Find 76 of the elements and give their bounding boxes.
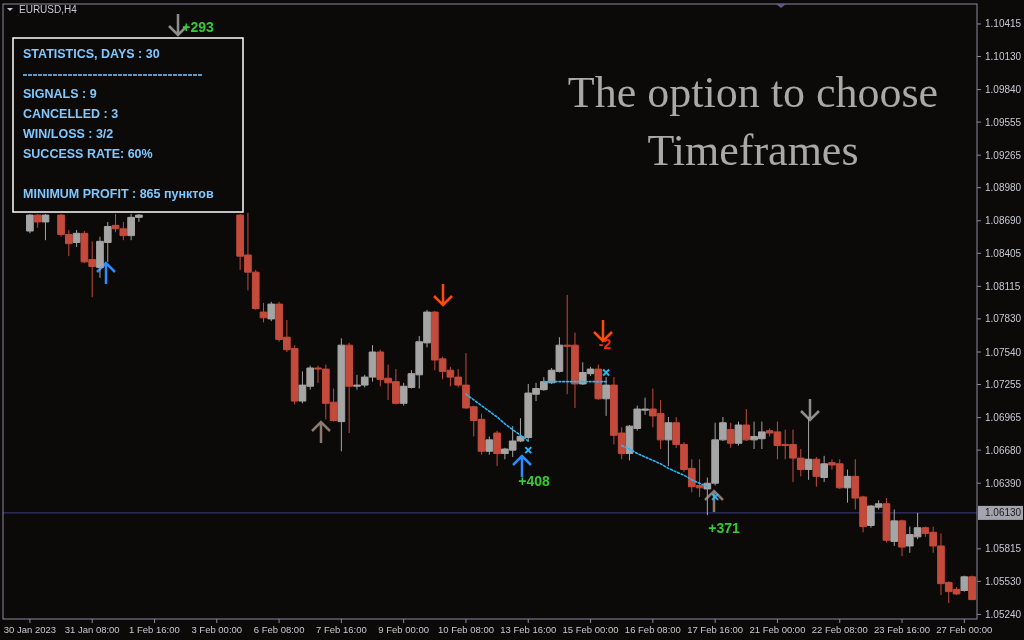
candlestick <box>259 302 268 323</box>
x-tick-label: 13 Feb 16:00 <box>500 624 557 635</box>
candlestick <box>267 301 276 322</box>
x-tick-label: 27 Feb 00:00 <box>936 624 993 635</box>
candlestick <box>960 575 969 593</box>
annotation: MINIMUM PROFIT : 865 пунктов <box>23 187 214 201</box>
candlestick <box>26 213 34 234</box>
candlestick <box>898 519 906 557</box>
y-tick-label: 1.08690 <box>985 215 1022 227</box>
x-tick-label: 31 Jan 08:00 <box>64 624 120 635</box>
candlestick <box>812 456 821 488</box>
candlestick <box>33 213 42 229</box>
candlestick <box>734 421 743 447</box>
x-tick-label: 7 Feb 16:00 <box>316 624 367 635</box>
point <box>711 492 720 501</box>
y-tick-label: 1.05815 <box>985 543 1022 555</box>
candlestick <box>742 408 751 442</box>
candlestick <box>843 469 852 504</box>
y-tick-label: 1.06965 <box>985 412 1022 424</box>
y-tick-label: 1.08115 <box>985 280 1021 292</box>
x-tick-label: 16 Feb 08:00 <box>624 624 681 635</box>
y-tick-label: 1.07830 <box>985 313 1022 325</box>
candlestick <box>804 416 813 481</box>
candlestick <box>890 508 899 547</box>
x-tick-label: 6 Feb 08:00 <box>253 624 305 635</box>
y-tick-label: 1.10130 <box>985 50 1022 62</box>
x-tick-label: 23 Feb 16:00 <box>874 624 931 635</box>
annotation: WIN/LOSS : 3/2 <box>23 127 114 141</box>
candlestick <box>664 416 673 467</box>
chart-title: EURUSD,H4 <box>19 4 78 15</box>
candlestick <box>493 430 501 467</box>
candlestick <box>72 229 81 248</box>
candlestick <box>882 497 891 544</box>
y-tick-label: 1.09840 <box>985 84 1022 96</box>
x-tick-label: 30 Jan 2023 <box>3 624 57 635</box>
x-tick-label: 10 Feb 08:00 <box>437 624 494 635</box>
annotation: -2 <box>598 336 612 352</box>
annotation: SUCCESS RATE: 60% <box>23 147 153 161</box>
point <box>602 368 611 377</box>
x-tick-label: 15 Feb 00:00 <box>562 624 619 635</box>
annotation: +293 <box>182 19 214 35</box>
x-tick-label: 22 Feb 08:00 <box>811 624 868 635</box>
annotation: SIGNALS : 9 <box>23 87 97 101</box>
y-tick-label: 1.08405 <box>985 247 1022 259</box>
y-tick-label: 1.07255 <box>985 379 1022 391</box>
y-tick-label: 1.06680 <box>985 444 1022 456</box>
x-tick-label: 21 Feb 00:00 <box>749 624 806 635</box>
y-tick-label: 1.09265 <box>985 149 1022 161</box>
annotation: The option to choose Timeframes <box>567 68 939 175</box>
candlestick <box>337 337 346 452</box>
candlestick <box>345 342 353 434</box>
y-tick-label: 1.10415 <box>985 18 1022 30</box>
candlestick <box>602 376 610 417</box>
candlestick <box>726 422 735 449</box>
y-tick-label: 1.09555 <box>985 116 1022 128</box>
line-series <box>620 444 709 488</box>
y-tick-label: 1.08980 <box>985 182 1022 194</box>
candlestick <box>820 455 828 483</box>
x-tick-label: 1 Feb 16:00 <box>129 624 180 635</box>
x-tick-label: 3 Feb 00:00 <box>191 624 243 635</box>
ref-line-label: 1.06130 <box>985 507 1022 519</box>
x-tick-label: 9 Feb 00:00 <box>378 624 430 635</box>
y-tick-label: 1.06390 <box>985 477 1022 489</box>
line-series <box>465 393 530 442</box>
annotation: STATISTICS, DAYS : 30 <box>23 47 160 61</box>
candlestick <box>41 213 50 241</box>
y-tick-label: 1.05240 <box>985 608 1022 620</box>
y-tick-label: 1.07540 <box>985 346 1022 358</box>
candlestick <box>594 364 603 401</box>
point <box>524 446 533 455</box>
x-tick-label: 17 Feb 16:00 <box>687 624 744 635</box>
annotation: +408 <box>518 473 550 489</box>
annotation: +371 <box>708 520 740 536</box>
annotation: CANCELLED : 3 <box>23 107 119 121</box>
y-tick-label: 1.05530 <box>985 575 1022 587</box>
candlestick <box>485 435 494 456</box>
